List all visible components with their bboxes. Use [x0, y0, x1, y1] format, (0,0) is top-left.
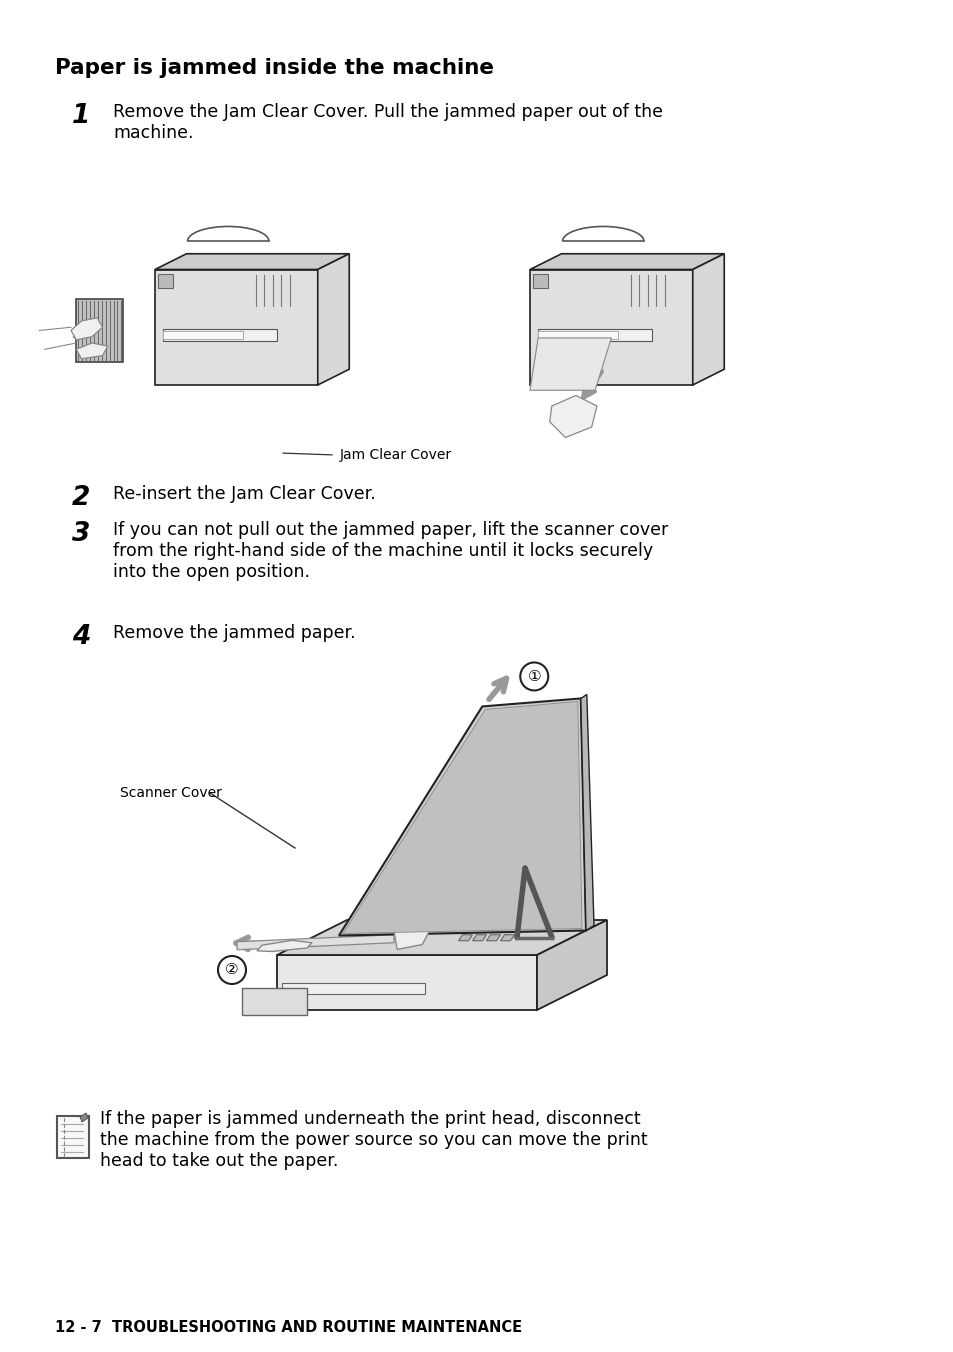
Polygon shape [530, 254, 723, 269]
FancyBboxPatch shape [57, 1115, 89, 1159]
Text: Paper is jammed inside the machine: Paper is jammed inside the machine [55, 58, 494, 78]
Polygon shape [317, 254, 349, 385]
Text: 4: 4 [71, 625, 91, 650]
Polygon shape [343, 702, 581, 933]
Polygon shape [80, 1113, 88, 1122]
Polygon shape [276, 955, 537, 1010]
Text: 1: 1 [71, 103, 91, 128]
FancyBboxPatch shape [537, 331, 618, 338]
Polygon shape [256, 940, 312, 952]
FancyBboxPatch shape [163, 329, 276, 341]
FancyBboxPatch shape [282, 983, 425, 994]
Polygon shape [76, 343, 108, 358]
Text: the machine from the power source so you can move the print: the machine from the power source so you… [100, 1132, 647, 1149]
Polygon shape [472, 934, 486, 941]
Text: Scanner Cover: Scanner Cover [120, 786, 222, 800]
Polygon shape [154, 269, 317, 385]
Circle shape [519, 662, 548, 691]
Text: If the paper is jammed underneath the print head, disconnect: If the paper is jammed underneath the pr… [100, 1110, 640, 1128]
Polygon shape [338, 699, 585, 936]
Circle shape [218, 956, 246, 984]
Polygon shape [530, 338, 611, 391]
Polygon shape [394, 922, 430, 949]
Text: 2: 2 [71, 485, 91, 511]
Polygon shape [549, 396, 597, 438]
FancyBboxPatch shape [158, 273, 172, 288]
Text: machine.: machine. [112, 124, 193, 142]
Polygon shape [76, 299, 123, 362]
Text: head to take out the paper.: head to take out the paper. [100, 1152, 338, 1169]
FancyBboxPatch shape [533, 273, 547, 288]
Text: 12 - 7  TROUBLESHOOTING AND ROUTINE MAINTENANCE: 12 - 7 TROUBLESHOOTING AND ROUTINE MAINT… [55, 1320, 521, 1334]
Text: 3: 3 [71, 521, 91, 548]
Polygon shape [537, 919, 606, 1010]
Text: Re-insert the Jam Clear Cover.: Re-insert the Jam Clear Cover. [112, 485, 375, 503]
Polygon shape [236, 934, 394, 949]
Text: into the open position.: into the open position. [112, 562, 310, 581]
Polygon shape [530, 269, 692, 385]
Text: Jam Clear Cover: Jam Clear Cover [339, 448, 452, 462]
FancyBboxPatch shape [537, 329, 652, 341]
FancyBboxPatch shape [163, 331, 243, 338]
Polygon shape [276, 919, 606, 955]
Polygon shape [500, 934, 514, 941]
Polygon shape [692, 254, 723, 385]
Polygon shape [486, 934, 500, 941]
Text: If you can not pull out the jammed paper, lift the scanner cover: If you can not pull out the jammed paper… [112, 521, 667, 539]
Text: ①: ① [527, 669, 540, 684]
Polygon shape [71, 318, 102, 339]
Text: Remove the jammed paper.: Remove the jammed paper. [112, 625, 355, 642]
Text: Remove the Jam Clear Cover. Pull the jammed paper out of the: Remove the Jam Clear Cover. Pull the jam… [112, 103, 662, 120]
Polygon shape [458, 934, 472, 941]
Polygon shape [242, 988, 307, 1015]
Text: ②: ② [225, 963, 238, 977]
Polygon shape [580, 695, 594, 930]
Text: from the right-hand side of the machine until it locks securely: from the right-hand side of the machine … [112, 542, 653, 560]
Polygon shape [154, 254, 349, 269]
